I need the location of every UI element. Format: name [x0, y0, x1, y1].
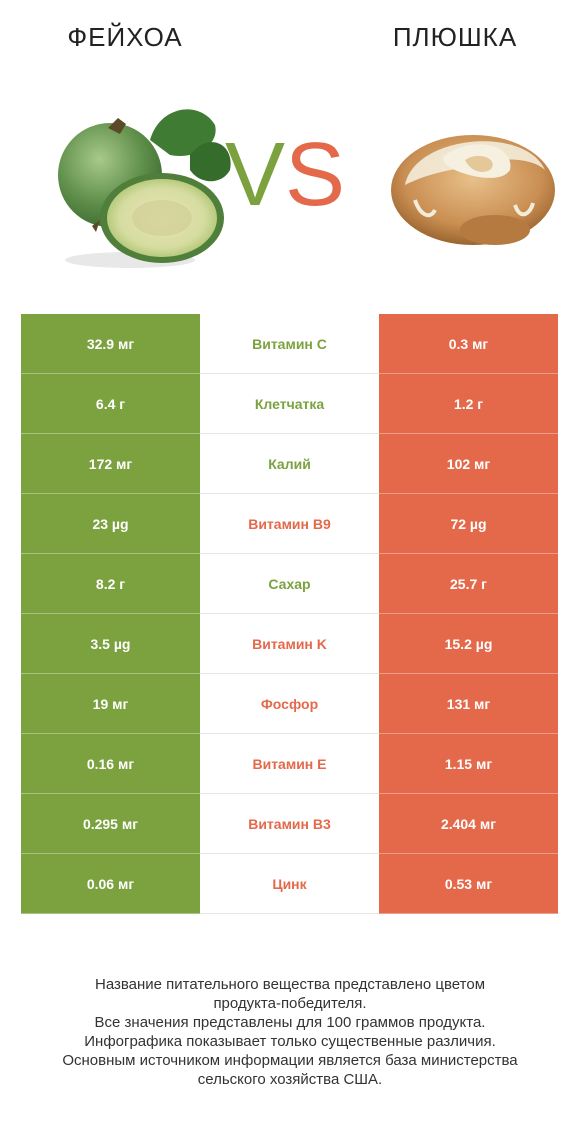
right-value-cell: 1.2 г	[379, 374, 558, 434]
table-row: 23 µg Витамин B9 72 µg	[21, 494, 558, 554]
left-value-cell: 172 мг	[21, 434, 200, 494]
nutrient-label: Витамин B9	[200, 494, 379, 553]
vs-label: VS	[225, 130, 345, 220]
right-food-title: ПЛЮШКА	[392, 22, 518, 52]
left-value-cell: 32.9 мг	[21, 314, 200, 374]
left-value-cell: 19 мг	[21, 674, 200, 734]
left-value-cell: 0.295 мг	[21, 794, 200, 854]
right-value-cell: 2.404 мг	[379, 794, 558, 854]
footer-line: продукта-победителя.	[213, 995, 367, 1012]
left-value-cell: 0.16 мг	[21, 734, 200, 794]
nutrient-label: Витамин C	[200, 314, 379, 373]
left-value-cell: 6.4 г	[21, 374, 200, 434]
nutrient-label: Клетчатка	[200, 374, 379, 433]
left-value-cell: 3.5 µg	[21, 614, 200, 674]
comparison-table: 32.9 мг Витамин C 0.3 мг 6.4 г Клетчатка 1.2 …	[21, 314, 558, 914]
right-value-cell: 72 µg	[379, 494, 558, 554]
table-row: 0.16 мг Витамин E 1.15 мг	[21, 734, 558, 794]
right-value-cell: 102 мг	[379, 434, 558, 494]
right-value-cell: 25.7 г	[379, 554, 558, 614]
right-value-cell: 0.53 мг	[379, 854, 558, 914]
vs-s: S	[285, 125, 346, 225]
table-row: 172 мг Калий 102 мг	[21, 434, 558, 494]
nutrient-label: Фосфор	[200, 674, 379, 733]
table-row: 6.4 г Клетчатка 1.2 г	[21, 374, 558, 434]
right-value-cell: 1.15 мг	[379, 734, 558, 794]
nutrient-label: Калий	[200, 434, 379, 493]
vs-v: V	[225, 125, 286, 225]
footer-line: Основным источником информации является …	[62, 1052, 518, 1069]
right-value-cell: 0.3 мг	[379, 314, 558, 374]
bun-image	[391, 135, 555, 245]
left-value-cell: 0.06 мг	[21, 854, 200, 914]
table-row: 19 мг Фосфор 131 мг	[21, 674, 558, 734]
nutrient-label: Витамин B3	[200, 794, 379, 853]
table-row: 32.9 мг Витамин C 0.3 мг	[21, 314, 558, 374]
footer-line: Название питательного вещества представл…	[94, 976, 486, 993]
left-value-cell: 23 µg	[21, 494, 200, 554]
footer-line: Инфографика показывает только существенн…	[84, 1033, 496, 1050]
feijoa-image	[58, 109, 231, 268]
right-value-cell: 131 мг	[379, 674, 558, 734]
footer-line: сельского хозяйства США.	[197, 1071, 383, 1088]
nutrient-label: Витамин K	[200, 614, 379, 673]
right-value-cell: 15.2 µg	[379, 614, 558, 674]
left-value-cell: 8.2 г	[21, 554, 200, 614]
table-row: 8.2 г Сахар 25.7 г	[21, 554, 558, 614]
footer-line: Все значения представлены для 100 граммо…	[94, 1014, 486, 1031]
table-row: 3.5 µg Витамин K 15.2 µg	[21, 614, 558, 674]
nutrient-label: Сахар	[200, 554, 379, 613]
nutrient-label: Витамин E	[200, 734, 379, 793]
nutrient-label: Цинк	[200, 854, 379, 913]
table-row: 0.06 мг Цинк 0.53 мг	[21, 854, 558, 914]
footer-notes: Название питательного вещества представл…	[20, 975, 560, 1089]
table-row: 0.295 мг Витамин B3 2.404 мг	[21, 794, 558, 854]
left-food-title: ФЕЙХОА	[67, 22, 183, 52]
